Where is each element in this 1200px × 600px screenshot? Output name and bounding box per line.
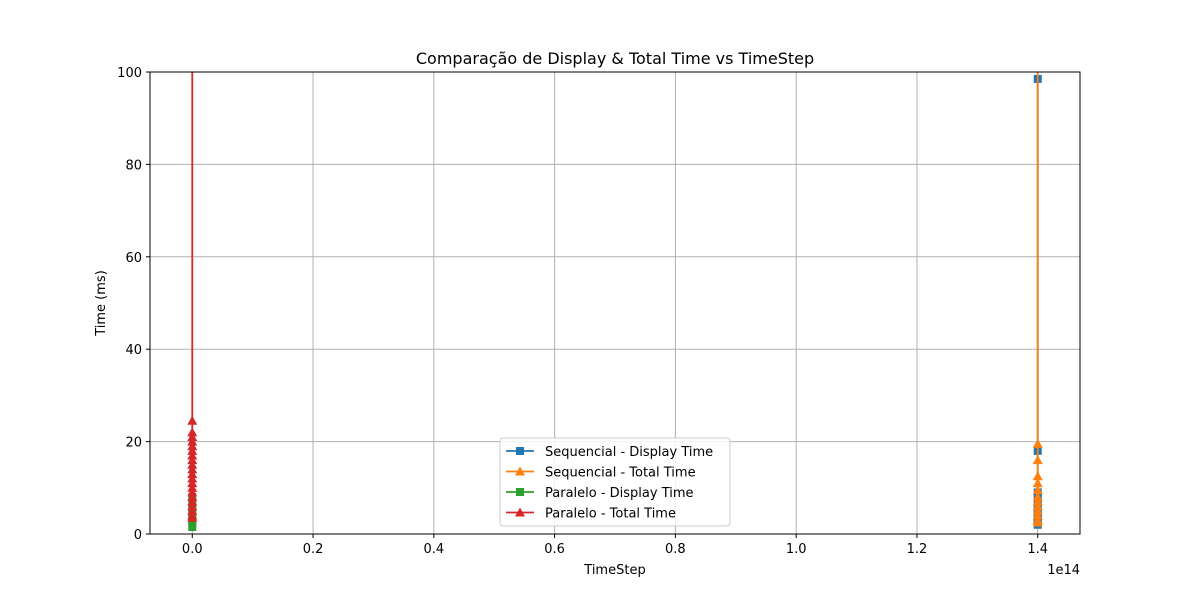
data-point [1032, 501, 1043, 511]
data-point [1032, 492, 1043, 502]
series-3 [187, 72, 198, 522]
legend-marker [515, 507, 525, 517]
x-offset-label: 1e14 [1047, 563, 1080, 578]
data-point [187, 436, 198, 446]
series-layer [187, 72, 1043, 532]
legend-label: Paralelo - Total Time [545, 507, 676, 522]
legend-box [499, 437, 731, 527]
legend-item: Paralelo - Display Time [506, 486, 694, 501]
chart-title: Comparação de Display & Total Time vs Ti… [416, 49, 814, 68]
series-1 [1032, 72, 1043, 527]
y-tick-label: 100 [117, 66, 142, 81]
x-tick-label: 0.8 [665, 542, 686, 557]
x-tick-label: 1.4 [1027, 542, 1048, 557]
data-point [187, 415, 198, 425]
legend-marker [515, 466, 525, 476]
data-point [187, 505, 198, 515]
data-point [187, 496, 198, 506]
data-point [1032, 485, 1043, 495]
y-axis-label: Time (ms) [94, 270, 109, 337]
data-point [187, 512, 198, 522]
data-point [187, 464, 198, 474]
data-point [187, 501, 198, 511]
y-tick-label: 20 [125, 436, 142, 451]
x-tick-label: 0.0 [182, 542, 203, 557]
data-point [187, 431, 198, 441]
data-point [1032, 471, 1043, 481]
data-point [1032, 510, 1043, 520]
data-point [1032, 455, 1043, 465]
y-tick-label: 0 [134, 528, 142, 543]
y-tick-label: 80 [125, 158, 142, 173]
data-point [187, 478, 198, 488]
legend-label: Sequencial - Total Time [545, 466, 696, 481]
data-point [187, 445, 198, 455]
data-point [187, 441, 198, 451]
data-point [1032, 438, 1043, 448]
data-point [1032, 517, 1043, 527]
data-point [187, 482, 198, 492]
ticks: 0.0 0.2 0.4 0.6 0.8 1.0 1.2 1.4 0 20 40 60 80 100 [117, 66, 1048, 557]
data-point [188, 523, 197, 532]
plot-frame [149, 71, 1081, 535]
data-point [188, 518, 197, 527]
data-point [1032, 496, 1043, 506]
legend-marker [516, 447, 524, 455]
x-tick-label: 1.0 [786, 542, 807, 557]
data-point [1032, 478, 1043, 488]
legend-marker [516, 488, 524, 496]
data-point [1032, 505, 1043, 515]
legend-item: Sequencial - Total Time [506, 466, 696, 481]
data-point [187, 455, 198, 465]
legend-item: Paralelo - Total Time [506, 507, 676, 522]
legend-label: Paralelo - Display Time [545, 486, 694, 501]
data-point [187, 473, 198, 483]
data-point [187, 468, 198, 478]
x-axis-label: TimeStep [583, 563, 645, 578]
data-point [187, 459, 198, 469]
x-tick-label: 0.6 [544, 542, 565, 557]
data-point [187, 487, 198, 497]
x-tick-label: 1.2 [907, 542, 928, 557]
data-point [187, 492, 198, 502]
y-tick-label: 60 [125, 251, 142, 266]
data-point [187, 427, 198, 437]
legend-item: Sequencial - Display Time [506, 445, 713, 460]
legend-label: Sequencial - Display Time [545, 445, 713, 460]
y-tick-label: 40 [125, 343, 142, 358]
x-tick-label: 0.4 [423, 542, 444, 557]
x-tick-label: 0.2 [303, 542, 324, 557]
legend: Sequencial - Display Time Sequencial - To… [499, 437, 731, 527]
data-point [187, 450, 198, 460]
